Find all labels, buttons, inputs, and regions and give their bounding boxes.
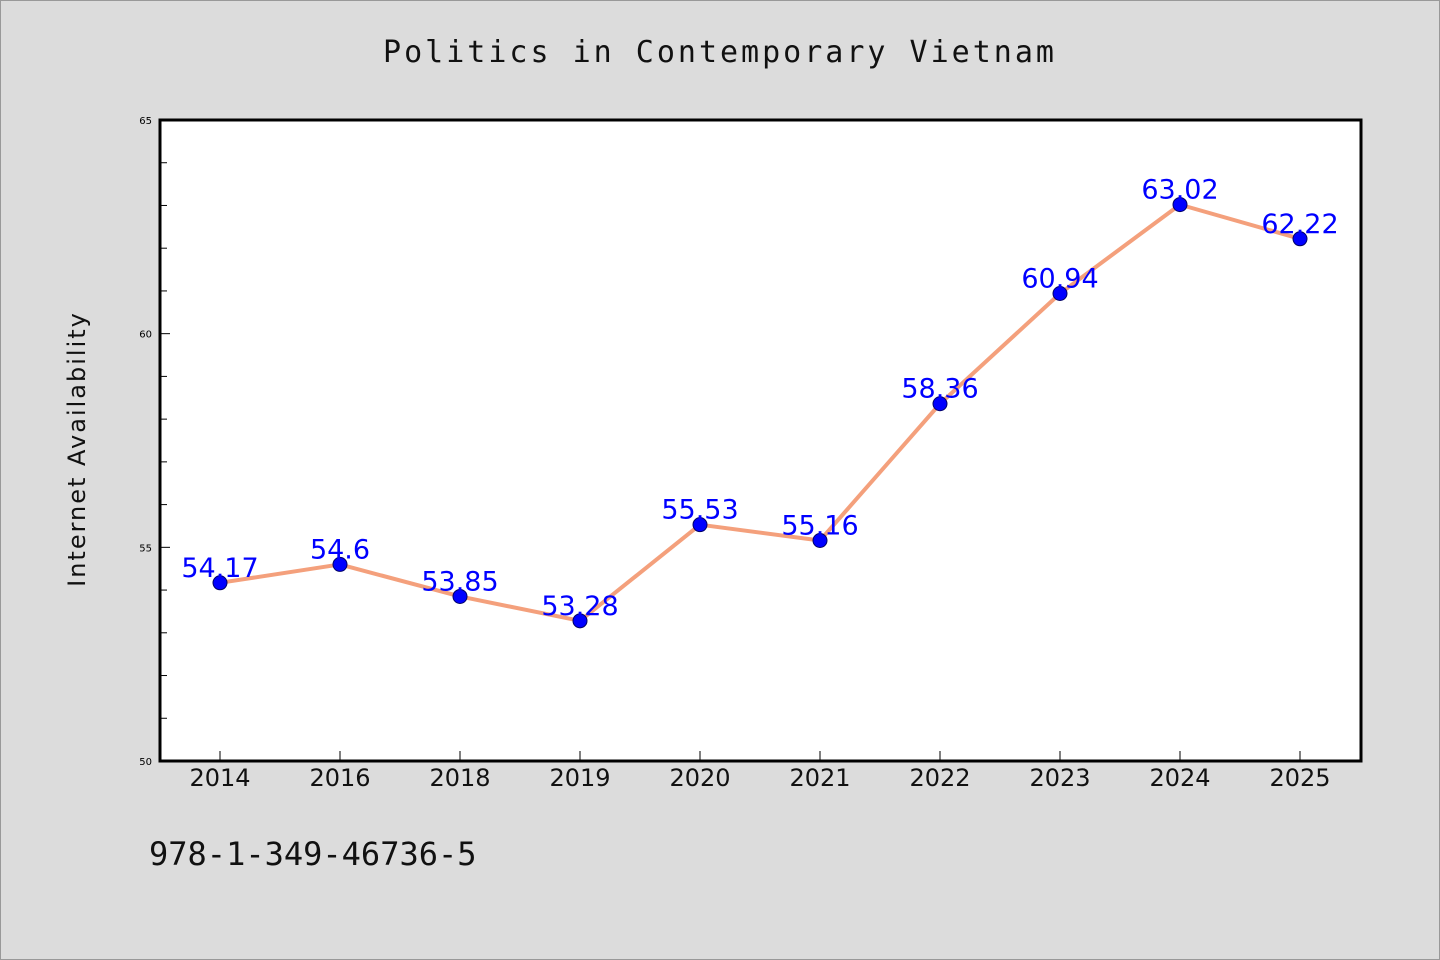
x-tick-label: 2023	[1029, 764, 1090, 792]
data-point	[692, 517, 708, 533]
plot-frame	[158, 118, 1363, 763]
data-label: 60.94	[1021, 263, 1098, 294]
x-tick-label: 2021	[789, 764, 850, 792]
data-point	[1172, 197, 1188, 213]
y-tick-label: 50	[139, 757, 152, 768]
data-label: 63.02	[1141, 175, 1218, 206]
x-tick-label: 2016	[309, 764, 370, 792]
y-tick-label: 65	[139, 116, 152, 127]
data-label: 53.85	[421, 566, 498, 597]
x-tick-label: 2025	[1269, 764, 1330, 792]
data-point	[212, 575, 228, 591]
x-tick-label: 2024	[1149, 764, 1210, 792]
data-point	[1052, 285, 1068, 301]
chart-title: Politics in Contemporary Vietnam	[383, 35, 1057, 70]
x-tick-label: 2014	[189, 764, 250, 792]
data-label: 54.6	[310, 534, 370, 565]
isbn-text: 978-1-349-46736-5	[149, 835, 477, 873]
x-tick-label: 2020	[669, 764, 730, 792]
x-tick-label: 2022	[909, 764, 970, 792]
data-point	[332, 556, 348, 572]
data-label: 53.28	[541, 591, 618, 622]
y-tick-label: 60	[139, 330, 152, 341]
series-line	[218, 202, 1302, 623]
data-point	[452, 588, 468, 604]
y-tick-label: 55	[139, 543, 152, 554]
x-tick-label: 2018	[429, 764, 490, 792]
x-tick-label: 2019	[549, 764, 610, 792]
data-label: 55.53	[661, 495, 738, 526]
data-point	[1292, 231, 1308, 247]
data-label: 62.22	[1261, 209, 1338, 240]
data-point	[572, 613, 588, 629]
data-point	[812, 532, 828, 548]
data-label: 54.17	[181, 553, 258, 584]
data-label: 55.16	[781, 510, 858, 541]
data-point	[932, 396, 948, 412]
data-label: 58.36	[901, 374, 978, 405]
